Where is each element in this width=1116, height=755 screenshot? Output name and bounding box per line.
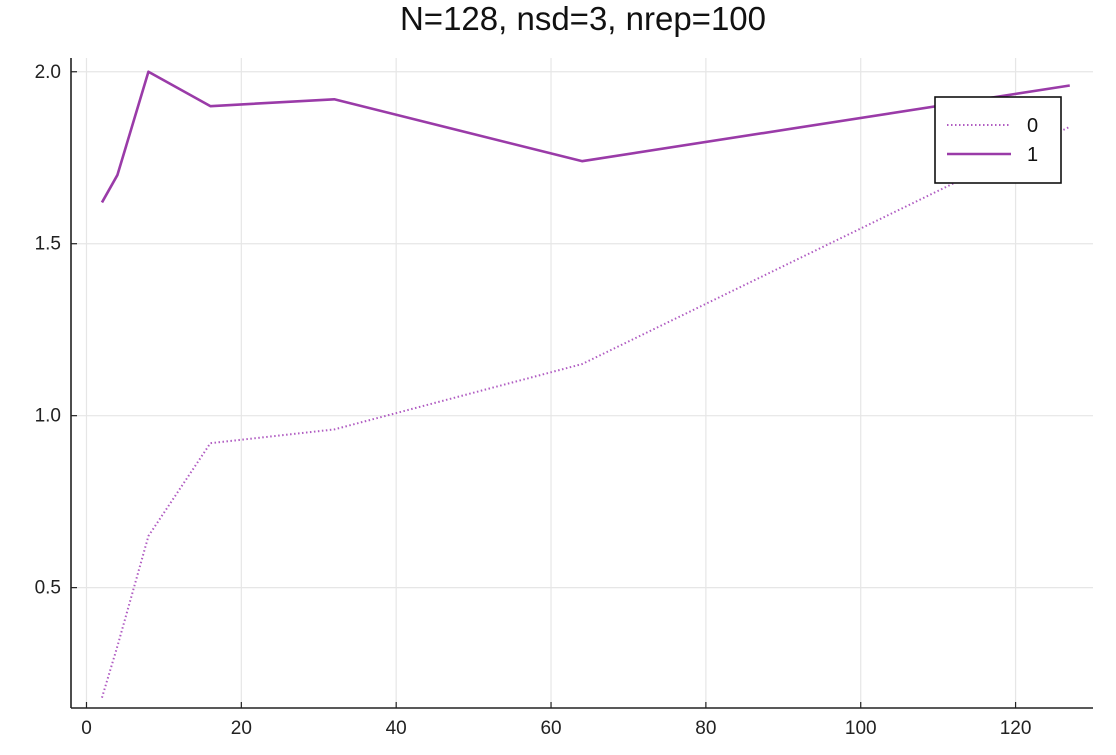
x-tick-label: 100 [845,718,877,739]
legend-box [935,97,1061,183]
x-tick-label: 80 [695,718,716,739]
legend-label-1: 1 [1027,144,1038,166]
x-tick-label: 120 [1000,718,1032,739]
x-tick-label: 40 [386,718,407,739]
x-tick-label: 20 [231,718,252,739]
x-tick-label: 60 [540,718,561,739]
tick-labels: 0 20 40 60 80 100 120 0.5 1.0 1.5 2.0 [35,62,1032,739]
series-line-1 [102,72,1070,203]
legend-label-0: 0 [1027,115,1038,137]
series-lines [102,72,1070,698]
y-tick-label: 1.0 [35,406,61,427]
y-tick-label: 1.5 [35,234,61,255]
x-tick-label: 0 [81,718,92,739]
y-tick-label: 2.0 [35,62,61,83]
series-line-0 [102,127,1070,698]
chart-title: N=128, nsd=3, nrep=100 [400,0,766,37]
y-tick-label: 0.5 [35,578,61,599]
legend: 01 [935,97,1061,183]
